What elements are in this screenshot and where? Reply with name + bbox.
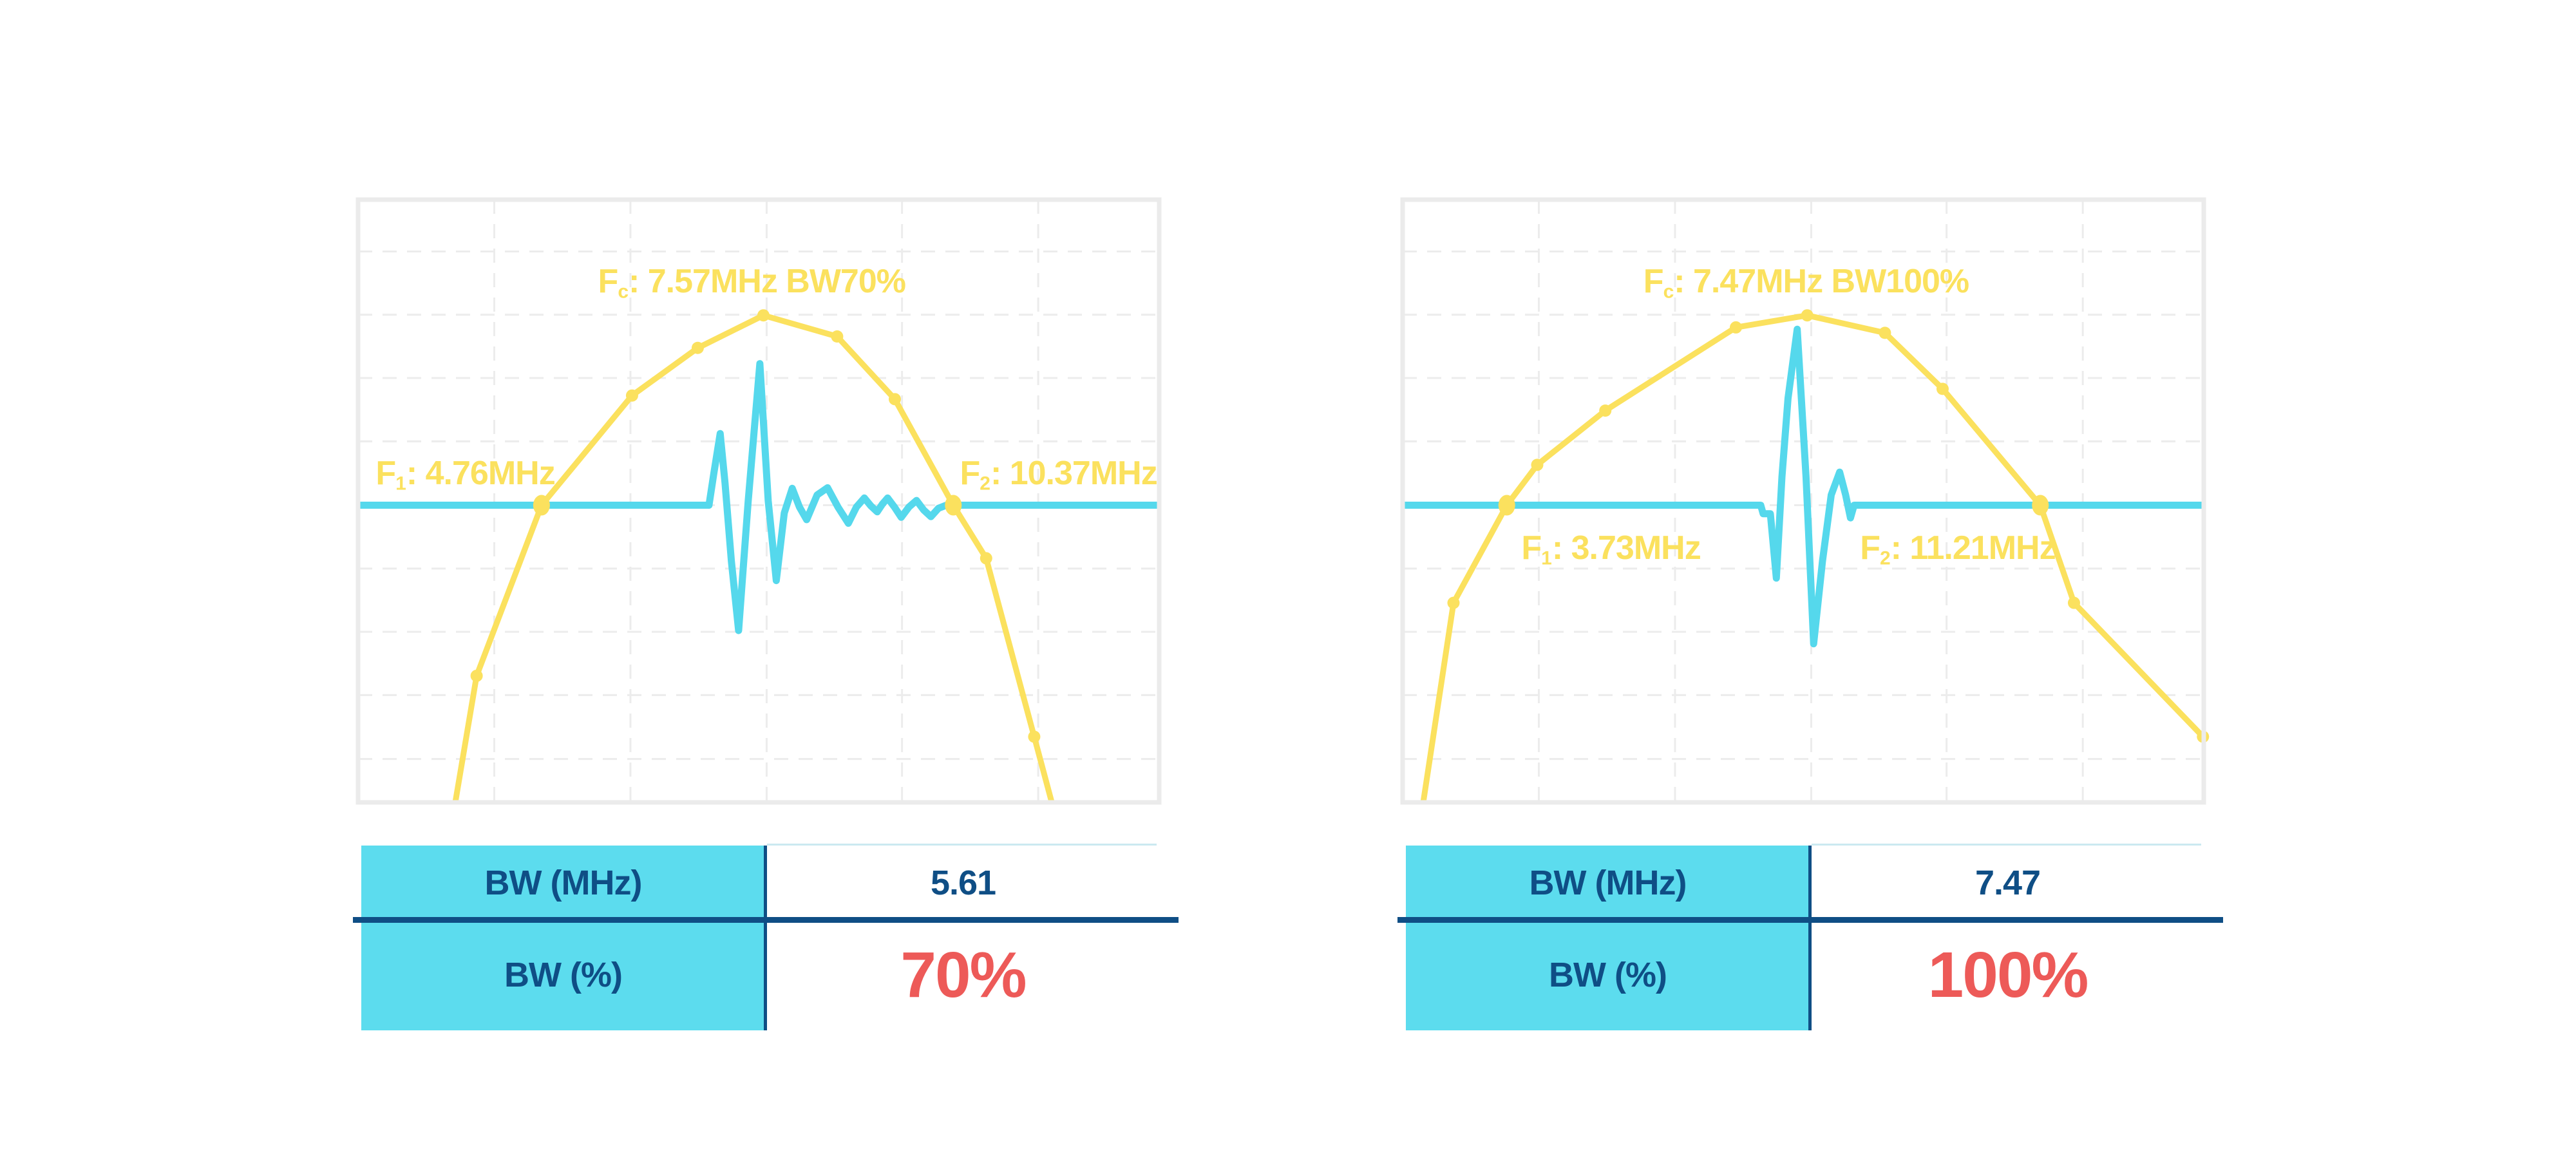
f-crossing-marker (2032, 495, 2049, 516)
row-header-bw-mhz: BW (MHz) (1406, 846, 1810, 920)
f-subscript: c (1663, 281, 1674, 303)
table-row: BW (MHz) 7.47 (1406, 846, 2206, 920)
bandwidth-table-right: BW (MHz) 7.47 BW (%) 100% (1406, 844, 2206, 1030)
pulse-echo-waveform (705, 360, 950, 634)
f1-label: F1: 3.73MHz (1521, 529, 1701, 569)
data-point-marker (888, 393, 901, 406)
spectrum-curve (1420, 312, 2204, 802)
center-frequency-label: Fc: 7.57MHz BW70% (598, 263, 906, 303)
table-top-border (1812, 844, 2201, 846)
data-point-marker (1447, 596, 1460, 609)
plot-border (355, 197, 1162, 805)
f-crossing-marker (1498, 495, 1515, 516)
f-value-text: : 3.73MHz (1551, 529, 1701, 567)
chart-panel-right: Fc: 7.47MHz BW100% F1: 3.73MHz F2: 11.21… (1400, 197, 2210, 805)
pulse-echo-waveform (1757, 325, 1858, 648)
data-point-marker (1936, 383, 1949, 395)
f1-label: F1: 4.76MHz (375, 454, 556, 495)
f-symbol: F (1643, 263, 1664, 301)
bw-mhz-value: 5.61 (765, 846, 1161, 920)
bw-pct-value: 100% (1810, 920, 2206, 1030)
f-value-text: : 10.37MHz (990, 454, 1158, 492)
data-point-marker (831, 330, 844, 343)
center-frequency-label: Fc: 7.47MHz BW100% (1643, 263, 1969, 303)
f-symbol: F (1860, 529, 1880, 567)
data-point-marker (1028, 730, 1041, 743)
f2-label: F2: 10.37MHz (960, 454, 1158, 495)
row-divider (353, 917, 1179, 923)
table-row: BW (MHz) 5.61 (361, 846, 1161, 920)
table-top-border (767, 844, 1157, 846)
data-point-marker (625, 389, 638, 402)
bw-pct-value: 70% (765, 920, 1161, 1030)
row-divider (1397, 917, 2223, 923)
data-point-marker (1730, 321, 1743, 334)
f-subscript: 1 (395, 473, 406, 495)
f-symbol: F (1521, 529, 1542, 567)
f-subscript: 2 (1879, 547, 1891, 569)
column-separator (1808, 846, 1812, 1030)
table-row: BW (%) 100% (1406, 920, 2206, 1030)
data-point-marker (1801, 309, 1814, 322)
data-point-marker (980, 552, 992, 565)
f-subscript: 2 (980, 473, 990, 495)
row-header-bw-pct: BW (%) (1406, 920, 1810, 1030)
f-crossing-marker (533, 495, 550, 516)
spectrum-curve (452, 312, 1055, 802)
data-point-marker (1599, 404, 1612, 417)
f-symbol: F (960, 454, 981, 492)
data-point-marker (2067, 596, 2080, 609)
f-value-text: : 7.57MHz BW70% (629, 263, 906, 301)
f-symbol: F (598, 263, 619, 301)
table-row: BW (%) 70% (361, 920, 1161, 1030)
plot-border (1400, 197, 2206, 805)
spectrum-plot-right (1400, 197, 2210, 805)
f-value-text: : 4.76MHz (406, 454, 556, 492)
f-symbol: F (375, 454, 396, 492)
data-point-marker (470, 669, 483, 682)
f-crossing-marker (945, 495, 962, 516)
data-point-marker (691, 341, 704, 354)
data-point-marker (1879, 326, 1891, 339)
spectrum-plot-left (355, 197, 1162, 805)
row-header-bw-pct: BW (%) (361, 920, 765, 1030)
f-value-text: : 11.21MHz (1890, 529, 2056, 567)
row-header-bw-mhz: BW (MHz) (361, 846, 765, 920)
data-point-marker (757, 309, 770, 322)
f2-label: F2: 11.21MHz (1860, 529, 2056, 569)
chart-panel-left: Fc: 7.57MHz BW70% F1: 4.76MHz F2: 10.37M… (355, 197, 1162, 805)
bw-mhz-value: 7.47 (1810, 846, 2206, 920)
f-value-text: : 7.47MHz BW100% (1674, 263, 1969, 301)
f-subscript: c (618, 281, 629, 303)
bandwidth-table-left: BW (MHz) 5.61 BW (%) 70% (361, 844, 1161, 1030)
data-point-marker (1531, 459, 1544, 471)
column-separator (764, 846, 767, 1030)
f-subscript: 1 (1541, 547, 1552, 569)
